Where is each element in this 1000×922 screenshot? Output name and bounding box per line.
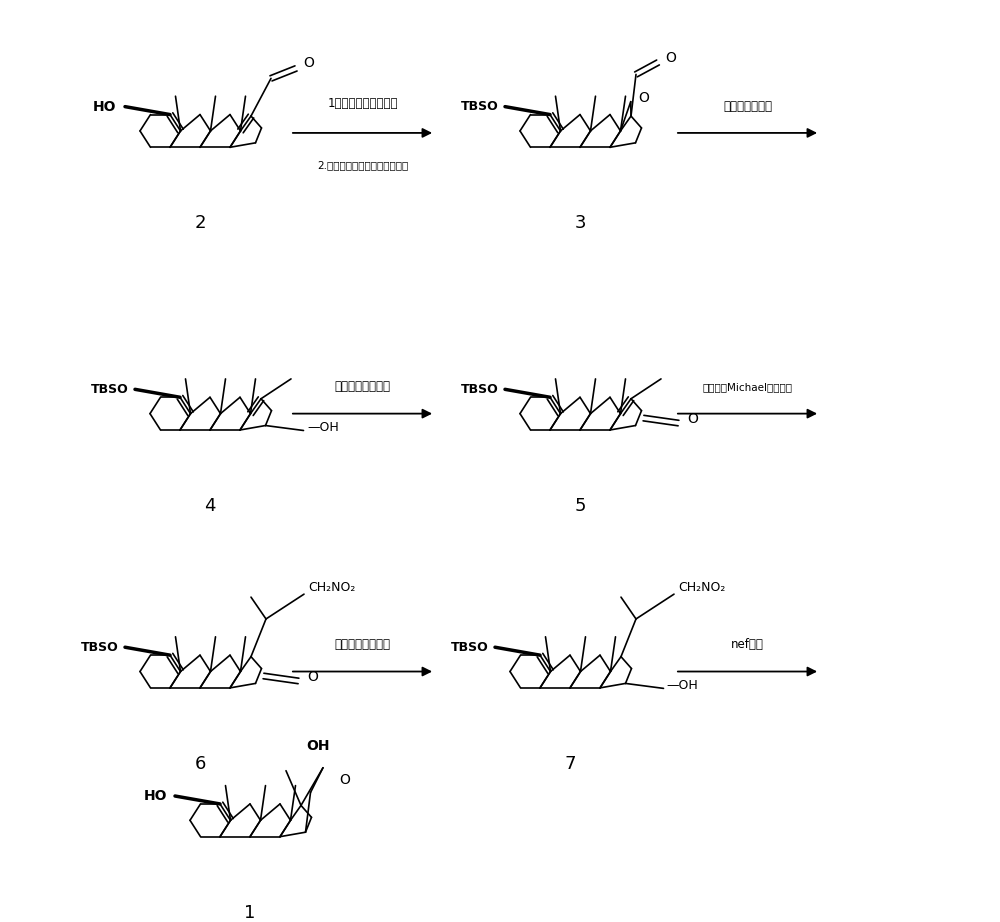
Text: 二氧化锰氧化反应: 二氧化锰氧化反应: [334, 381, 390, 394]
Text: 4: 4: [204, 497, 216, 514]
Text: O: O: [666, 51, 676, 65]
Text: TBSO: TBSO: [461, 100, 499, 113]
Text: O: O: [340, 773, 350, 786]
Text: CH₂NO₂: CH₂NO₂: [678, 581, 726, 594]
Text: O: O: [304, 56, 314, 70]
Text: 1: 1: [244, 904, 256, 922]
Text: 7: 7: [564, 755, 576, 773]
Text: TBSO: TBSO: [451, 641, 489, 654]
Text: 硝基甲烷Michael加成反应: 硝基甲烷Michael加成反应: [702, 382, 792, 392]
Text: HO: HO: [143, 789, 167, 803]
Text: TBSO: TBSO: [81, 641, 119, 654]
Text: O: O: [638, 90, 649, 105]
Text: OH: OH: [306, 739, 330, 753]
Text: HO: HO: [93, 100, 117, 113]
Text: 1、选择性环氧化反应: 1、选择性环氧化反应: [327, 97, 398, 110]
Text: TBSO: TBSO: [461, 383, 499, 396]
Text: 3: 3: [574, 214, 586, 232]
Text: 硼氢化钠还原反应: 硼氢化钠还原反应: [334, 638, 390, 651]
Text: O: O: [307, 670, 318, 684]
Text: CH₂NO₂: CH₂NO₂: [308, 581, 356, 594]
Text: nef反应: nef反应: [731, 638, 764, 651]
Text: 5: 5: [574, 497, 586, 514]
Text: 6: 6: [194, 755, 206, 773]
Text: 2: 2: [194, 214, 206, 232]
Text: —OH: —OH: [308, 421, 339, 434]
Text: —OH: —OH: [667, 679, 698, 692]
Text: TBSO: TBSO: [91, 383, 129, 396]
Text: O: O: [687, 412, 698, 426]
Text: 水合肼还原反应: 水合肼还原反应: [723, 100, 772, 112]
Text: 2.叔丁基二甲基氯硅烷保护反应: 2.叔丁基二甲基氯硅烷保护反应: [317, 160, 408, 171]
